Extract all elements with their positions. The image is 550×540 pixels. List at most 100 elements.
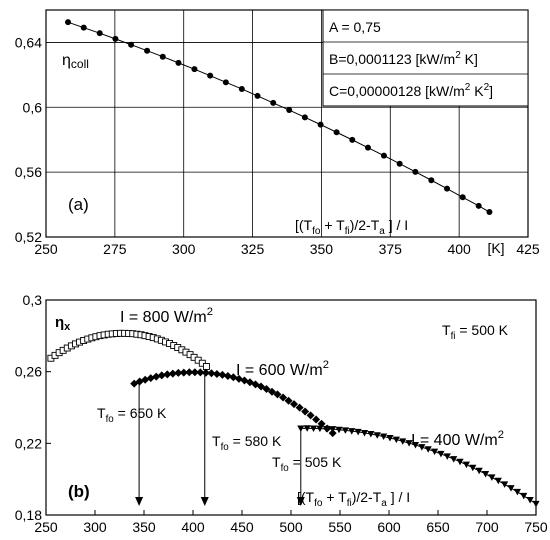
- x-tick-label: 300: [172, 241, 196, 257]
- data-point: [295, 403, 304, 412]
- data-point: [459, 194, 466, 201]
- data-point: [456, 458, 464, 466]
- data-point: [316, 425, 324, 433]
- x-tick-label: 350: [310, 241, 334, 257]
- data-point: [279, 393, 288, 402]
- fit-parameter-row: C=0,00000128 [kW/m2 K2]: [329, 82, 493, 99]
- x-tick-label: 450: [230, 519, 254, 535]
- y-tick-label: 0,56: [15, 164, 42, 180]
- data-point: [411, 441, 420, 449]
- series: [297, 425, 540, 508]
- panel-b: 250 300 350 400 450 500 550 600 650 700 750 0,18 0,2…: [15, 292, 548, 535]
- panel-a-frame: [45, 9, 529, 238]
- fit-parameter-row: A = 0,75: [329, 19, 381, 35]
- panel-a: A = 0,75 B=0,0001123 [kW/m2 K] C=0,0000012…: [15, 9, 540, 257]
- data-point: [469, 464, 477, 472]
- tfo-label: Tfo = 580 K: [212, 433, 282, 453]
- y-tick-label: 0,64: [15, 34, 42, 50]
- x-tick-label: 400: [447, 241, 471, 257]
- y-tick-label: 0,52: [15, 229, 42, 245]
- data-point: [223, 371, 232, 380]
- panel-a-series: [65, 19, 493, 216]
- data-point: [386, 434, 394, 442]
- arrow-head: [135, 497, 144, 507]
- data-point: [437, 450, 445, 458]
- x-tick-label: 275: [103, 241, 127, 257]
- data-point: [303, 425, 311, 432]
- data-point: [364, 144, 371, 151]
- data-point: [262, 385, 271, 394]
- tfi-label: Tfi = 500 K: [442, 322, 509, 342]
- series: [47, 329, 210, 370]
- data-point: [380, 152, 387, 159]
- x-tick-label: 550: [328, 519, 352, 535]
- data-point: [144, 47, 151, 54]
- data-point: [349, 136, 356, 143]
- data-point: [513, 488, 521, 496]
- data-point: [444, 185, 451, 192]
- data-point: [286, 107, 293, 114]
- data-point: [486, 209, 493, 216]
- panel-b-ticks: 250 300 350 400 450 500 550 600 650 700 750 0,18 0,2…: [15, 292, 548, 535]
- data-point: [333, 129, 340, 136]
- data-point: [367, 431, 375, 438]
- x-tick-label: 250: [34, 519, 58, 535]
- y-tick-label: 0,18: [15, 507, 42, 523]
- data-point: [112, 35, 119, 42]
- data-point: [80, 24, 87, 31]
- data-point: [273, 390, 282, 399]
- data-point: [405, 440, 413, 447]
- data-point: [163, 370, 172, 379]
- data-point: [191, 66, 198, 73]
- data-point: [168, 369, 177, 378]
- x-tick-label: 400: [181, 519, 205, 535]
- data-point: [348, 428, 356, 435]
- data-point: [179, 368, 188, 377]
- y-tick-label: 0,26: [15, 364, 42, 380]
- data-point: [396, 160, 403, 167]
- data-point: [306, 411, 315, 420]
- data-point: [212, 369, 221, 378]
- data-point: [157, 371, 166, 380]
- data-point: [412, 168, 419, 175]
- data-point: [329, 426, 337, 433]
- data-point: [201, 368, 210, 377]
- data-point: [335, 426, 343, 434]
- x-tick-label: 500: [279, 519, 303, 535]
- series: [130, 368, 337, 438]
- data-point: [328, 429, 337, 438]
- y-tick-label: 0,6: [23, 99, 43, 115]
- data-point: [65, 19, 72, 26]
- data-point: [507, 485, 515, 492]
- fit-parameter-row: B=0,0001123 [kW/m2 K]: [329, 50, 478, 67]
- x-tick-label: 650: [426, 519, 450, 535]
- data-point: [428, 177, 435, 184]
- data-point: [354, 428, 362, 436]
- data-point: [196, 368, 205, 377]
- data-point: [284, 396, 293, 405]
- data-point: [152, 372, 161, 381]
- tfo-label: Tfo = 650 K: [97, 405, 167, 425]
- data-point: [301, 407, 310, 416]
- data-point: [341, 427, 349, 434]
- data-point: [399, 438, 407, 445]
- data-point: [96, 30, 103, 37]
- data-point: [267, 387, 276, 396]
- data-point: [254, 92, 261, 99]
- data-point: [174, 368, 183, 377]
- series-label: I = 400 W/m2: [411, 429, 504, 449]
- data-point: [475, 467, 483, 475]
- panel-a-ylabel: ηcoll: [62, 52, 89, 71]
- data-point: [301, 114, 308, 121]
- x-tick-label: 375: [379, 241, 403, 257]
- data-point: [207, 369, 216, 378]
- panel-a-xlabel: [(Tfo + Tfi)/2-Ta ] / I: [295, 217, 408, 237]
- arrow-head: [200, 497, 209, 507]
- data-point: [207, 72, 214, 79]
- data-point: [488, 474, 496, 481]
- data-point: [501, 481, 509, 488]
- data-point: [146, 374, 155, 383]
- panel-a-label: (a): [68, 195, 89, 214]
- x-tick-label: 600: [377, 519, 401, 535]
- panel-b-arrows: [135, 372, 305, 507]
